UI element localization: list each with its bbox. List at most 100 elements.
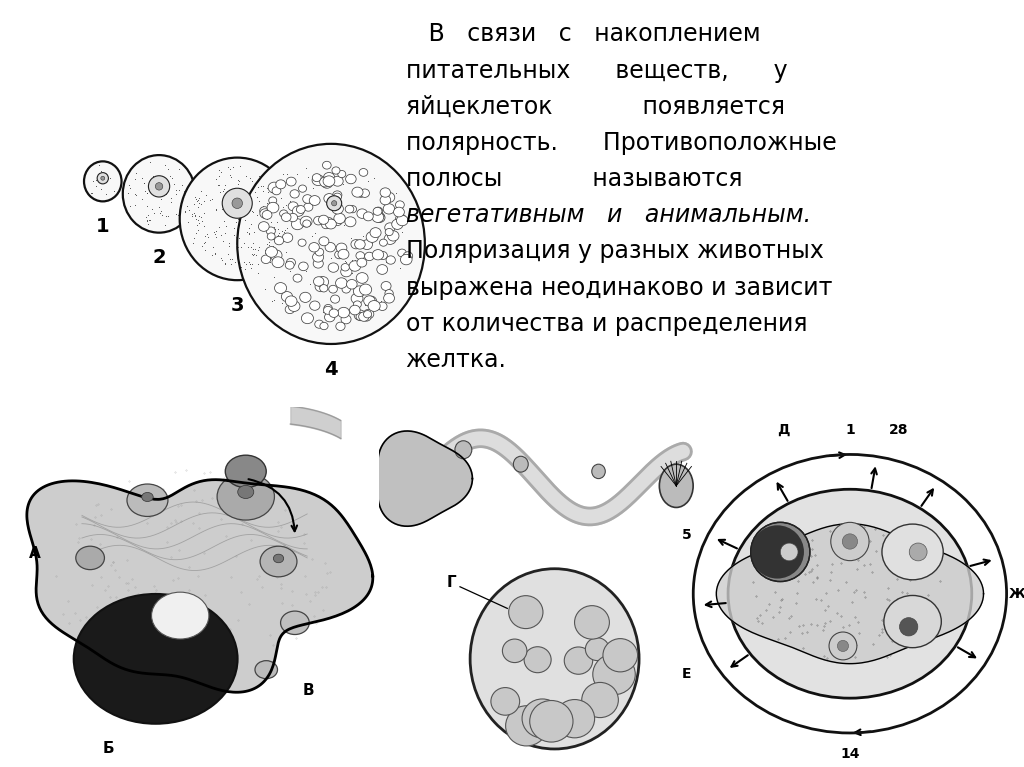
Point — [258, 213, 274, 225]
Point — [83, 187, 99, 199]
Ellipse shape — [392, 219, 403, 229]
Point — [204, 249, 220, 262]
Ellipse shape — [286, 262, 294, 269]
Point — [350, 290, 367, 302]
Point — [193, 198, 209, 210]
Ellipse shape — [374, 207, 383, 216]
Point — [232, 261, 249, 273]
Ellipse shape — [397, 249, 407, 257]
Point — [139, 214, 156, 226]
Ellipse shape — [564, 647, 593, 674]
Ellipse shape — [217, 473, 274, 520]
Point — [196, 237, 212, 249]
Ellipse shape — [373, 207, 382, 216]
Point — [214, 185, 230, 197]
Ellipse shape — [403, 252, 413, 260]
Ellipse shape — [323, 161, 331, 169]
Ellipse shape — [342, 285, 350, 293]
Point — [142, 214, 159, 226]
Point — [391, 262, 408, 275]
Point — [197, 229, 213, 242]
Point — [84, 186, 100, 199]
Point — [190, 192, 207, 204]
Point — [329, 164, 345, 176]
Ellipse shape — [323, 217, 334, 228]
Point — [253, 180, 269, 193]
Ellipse shape — [312, 252, 324, 262]
Ellipse shape — [313, 216, 324, 225]
Ellipse shape — [303, 220, 311, 227]
Ellipse shape — [357, 209, 368, 219]
Ellipse shape — [274, 282, 287, 294]
Point — [312, 259, 329, 272]
Ellipse shape — [282, 213, 291, 222]
Ellipse shape — [283, 233, 293, 242]
Text: В: В — [303, 683, 314, 698]
Point — [214, 203, 230, 216]
Point — [177, 205, 194, 217]
Point — [245, 249, 261, 262]
Ellipse shape — [586, 637, 609, 660]
Point — [251, 196, 267, 208]
Ellipse shape — [332, 201, 337, 206]
Point — [216, 258, 232, 270]
Point — [157, 219, 173, 231]
Ellipse shape — [603, 639, 638, 672]
Point — [164, 172, 180, 184]
Point — [347, 254, 364, 266]
Point — [310, 196, 327, 209]
Point — [145, 170, 162, 183]
Ellipse shape — [274, 236, 284, 245]
Point — [239, 225, 255, 238]
Ellipse shape — [298, 239, 306, 246]
Ellipse shape — [384, 293, 394, 303]
Ellipse shape — [346, 174, 356, 184]
Point — [168, 209, 184, 221]
Point — [171, 184, 187, 196]
Point — [154, 209, 170, 222]
Ellipse shape — [396, 216, 409, 225]
Point — [222, 163, 239, 175]
Point — [233, 192, 250, 204]
Ellipse shape — [593, 654, 635, 695]
Point — [273, 192, 290, 204]
Ellipse shape — [352, 187, 364, 197]
Point — [241, 227, 257, 239]
Point — [243, 219, 259, 231]
Point — [187, 213, 204, 225]
Point — [278, 246, 294, 258]
Ellipse shape — [361, 240, 373, 249]
Point — [283, 259, 299, 272]
Point — [310, 169, 327, 181]
Point — [193, 185, 209, 197]
Point — [213, 166, 229, 179]
Point — [216, 199, 232, 212]
Ellipse shape — [386, 256, 395, 264]
Point — [216, 179, 232, 192]
Ellipse shape — [356, 189, 366, 197]
Point — [259, 196, 275, 209]
Ellipse shape — [273, 555, 284, 563]
Point — [223, 258, 240, 271]
Ellipse shape — [261, 255, 270, 264]
Point — [248, 249, 264, 262]
Ellipse shape — [509, 596, 543, 629]
Point — [267, 187, 284, 199]
Point — [247, 186, 263, 198]
Point — [270, 229, 287, 242]
Point — [279, 222, 295, 235]
Point — [275, 201, 292, 213]
Point — [261, 236, 278, 249]
Point — [120, 187, 136, 199]
Ellipse shape — [364, 212, 374, 221]
Point — [260, 179, 276, 192]
Point — [213, 229, 229, 242]
Ellipse shape — [336, 322, 345, 331]
Point — [121, 179, 137, 191]
Point — [197, 244, 213, 256]
Point — [219, 200, 236, 212]
Ellipse shape — [258, 222, 269, 232]
Point — [215, 235, 231, 247]
Ellipse shape — [356, 272, 368, 283]
Ellipse shape — [304, 203, 313, 211]
